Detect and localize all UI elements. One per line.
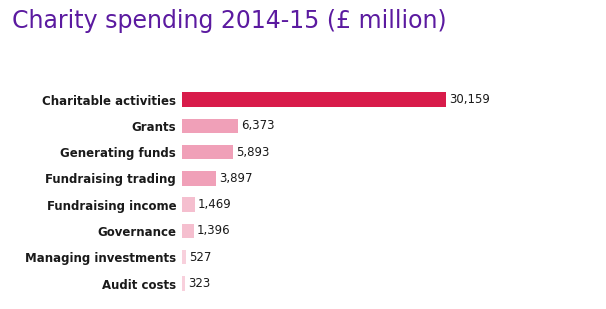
Bar (182, 92, 447, 107)
Text: 6,373: 6,373 (241, 119, 275, 133)
Bar (182, 145, 233, 159)
Bar (182, 224, 194, 238)
Text: 1,469: 1,469 (198, 198, 231, 211)
Text: 5,893: 5,893 (236, 146, 270, 159)
Text: 1,396: 1,396 (197, 224, 231, 238)
Text: Charity spending 2014-15 (£ million): Charity spending 2014-15 (£ million) (12, 9, 447, 33)
Bar (182, 250, 187, 265)
Bar (182, 276, 185, 291)
Text: 3,897: 3,897 (219, 172, 253, 185)
Text: 30,159: 30,159 (450, 93, 490, 106)
Bar (182, 119, 238, 133)
Bar (182, 197, 195, 212)
Text: 323: 323 (188, 277, 210, 290)
Text: 527: 527 (190, 251, 212, 264)
Bar (182, 171, 216, 186)
